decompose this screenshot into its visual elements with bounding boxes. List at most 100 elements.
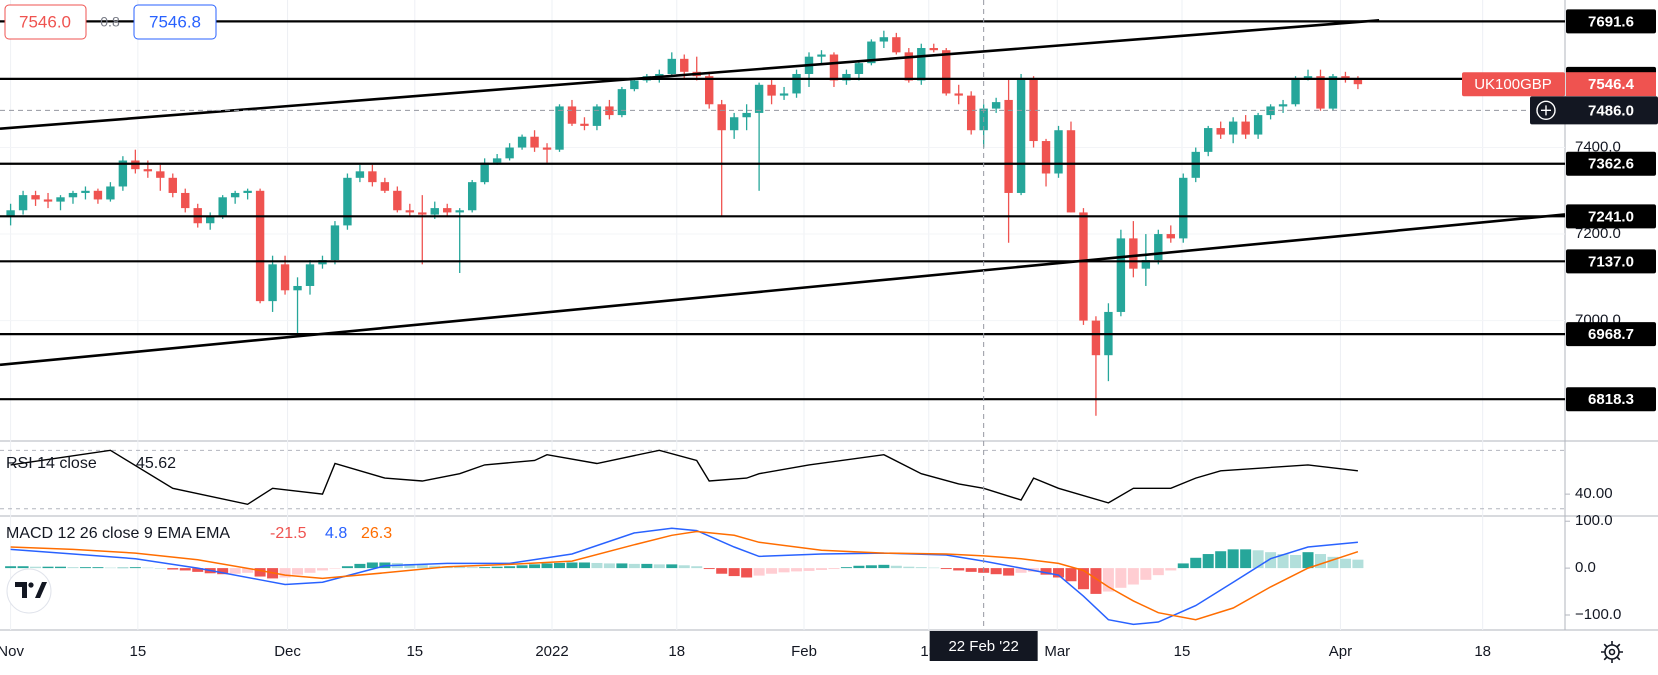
candle-body	[1004, 99, 1013, 193]
histogram-bar	[865, 565, 877, 569]
y-tick-label: 40.00	[1575, 485, 1613, 502]
candle-body	[230, 192, 240, 198]
candle-body	[1291, 78, 1300, 105]
histogram-bar	[117, 567, 129, 569]
candle-body	[892, 37, 901, 53]
histogram-bar	[778, 568, 790, 573]
histogram-bar	[304, 568, 316, 573]
crosshair-add-icon[interactable]	[1536, 100, 1556, 121]
x-tick-label: 18	[668, 643, 685, 660]
crosshair-price-label: 7486.0	[1588, 102, 1634, 119]
candle-body	[705, 76, 714, 105]
trend-line	[0, 213, 1566, 367]
histogram-bar	[903, 566, 915, 569]
candle-body	[268, 264, 277, 302]
crosshair-add-icon[interactable]	[1541, 105, 1551, 116]
candle-body	[567, 106, 577, 124]
histogram-bar	[641, 563, 653, 569]
candle-body	[480, 162, 489, 183]
histogram-bar	[454, 566, 466, 569]
histogram-bar	[5, 566, 17, 569]
candle-body	[667, 58, 676, 74]
candle-body	[1191, 151, 1200, 178]
crosshair-price-box	[1530, 96, 1658, 125]
histogram-bar	[491, 566, 503, 569]
level-label: 7691.6	[1588, 13, 1634, 30]
candle-body	[966, 95, 976, 131]
histogram-bar	[67, 567, 79, 569]
level-label-box	[1566, 322, 1656, 347]
candle-body	[106, 186, 115, 200]
candle-body	[1353, 78, 1363, 85]
overlay: 7691.67558.77362.67241.07137.06968.76818…	[0, 0, 1658, 661]
crosshair-time-box	[929, 631, 1038, 661]
histogram-bar	[55, 566, 67, 569]
signal-line	[10, 530, 1359, 621]
candle-body	[1253, 115, 1263, 135]
candle-body	[31, 195, 40, 200]
histogram-bar	[404, 563, 416, 569]
histogram-bar	[1190, 557, 1202, 569]
candle-body	[792, 73, 801, 94]
histogram-bar	[890, 565, 902, 569]
histogram-bar	[666, 564, 678, 569]
histogram-bar	[1053, 568, 1065, 578]
histogram-bar	[541, 563, 553, 569]
candle-body	[879, 37, 889, 42]
histogram-bar	[366, 562, 378, 569]
level-label: 7241.0	[1588, 208, 1634, 225]
candle-body	[255, 190, 265, 302]
candle-body	[767, 84, 776, 96]
candle-body	[305, 264, 315, 286]
candle-body	[817, 54, 826, 57]
settings-icon[interactable]	[1601, 641, 1623, 663]
histogram-bar	[566, 562, 578, 569]
candle-body	[605, 106, 614, 116]
histogram-bar	[940, 568, 952, 570]
histogram-bar	[691, 566, 703, 569]
histogram-bar	[466, 567, 478, 569]
candle-body	[418, 212, 427, 215]
histogram-bar	[1115, 568, 1127, 588]
histogram-bar	[840, 567, 852, 569]
candle-body	[1228, 121, 1238, 135]
sell-button[interactable]	[4, 4, 87, 40]
histogram-bar	[1252, 550, 1264, 569]
spread: 0.8	[100, 14, 120, 30]
candle-body	[443, 208, 452, 213]
candle-body	[617, 89, 627, 116]
histogram-bar	[154, 568, 166, 569]
x-tick-label: Dec	[274, 643, 301, 660]
candle-body	[1278, 104, 1288, 107]
y-tick-label: 7400.0	[1575, 139, 1621, 156]
candle-body	[243, 190, 252, 193]
level-label-box	[1566, 204, 1656, 229]
y-tick-label: 100.0	[1575, 512, 1613, 529]
macd-line	[10, 527, 1358, 626]
histogram-bar	[703, 568, 715, 570]
histogram-bar	[1202, 554, 1214, 569]
buy-price: 7546.8	[149, 12, 201, 31]
histogram-bar	[192, 568, 204, 572]
candle-body	[754, 84, 764, 113]
candle-body	[330, 225, 340, 261]
histogram-bar	[217, 568, 229, 575]
buy-button[interactable]	[133, 4, 217, 40]
x-tick-label: 2022	[535, 643, 568, 660]
histogram-bar	[1277, 554, 1289, 569]
x-tick-label: Mar	[1044, 643, 1070, 660]
histogram-bar	[803, 568, 815, 571]
candle-body	[1079, 212, 1088, 321]
candle-body	[143, 169, 153, 172]
histogram-bar	[728, 568, 740, 577]
candle-body	[280, 264, 290, 291]
candle-body	[1041, 141, 1051, 174]
histogram-bar	[179, 568, 191, 571]
sell-price: 7546.0	[19, 12, 71, 31]
candle-body	[156, 171, 165, 178]
candle-body	[293, 285, 302, 291]
histogram-bar	[1339, 558, 1351, 569]
candle-body	[6, 210, 15, 217]
